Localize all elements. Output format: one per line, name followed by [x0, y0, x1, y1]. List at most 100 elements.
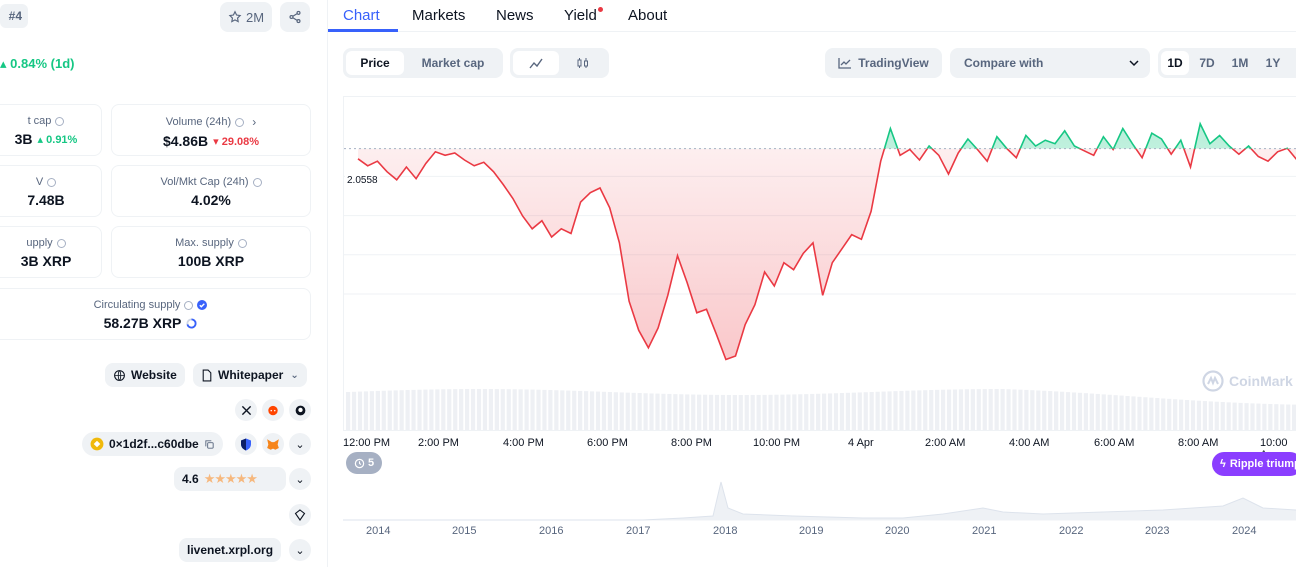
price-toggle[interactable]: Price: [346, 51, 404, 75]
volume-card[interactable]: Volume (24h) › $4.86B ▾ 29.08%: [111, 104, 311, 156]
history-icon: [354, 458, 365, 468]
tab-markets[interactable]: Markets: [412, 7, 466, 24]
tab-chart[interactable]: Chart: [343, 7, 380, 24]
whitepaper-dropdown[interactable]: Whitepaper ⌄: [193, 363, 307, 387]
x-twitter-icon[interactable]: [235, 399, 257, 421]
total-supply-card: upply 3B XRP: [0, 226, 102, 278]
range-7d[interactable]: 7D: [1199, 56, 1215, 70]
caret-up-icon: ▴: [37, 133, 44, 146]
tab-news[interactable]: News: [496, 7, 534, 24]
info-icon[interactable]: [184, 300, 194, 310]
rank-badge: #4: [0, 4, 28, 28]
candlestick-toggle[interactable]: [560, 51, 606, 75]
x-tick-label: 4:00 AM: [1009, 437, 1050, 449]
candlestick-icon: [577, 58, 588, 68]
fdv-card: V 7.48B: [0, 165, 102, 217]
year-label: 2024: [1232, 525, 1257, 537]
chevron-down-icon[interactable]: ⌄: [289, 468, 311, 490]
history-navigator[interactable]: [343, 478, 1296, 522]
progress-ring-icon: [186, 317, 197, 329]
website-link[interactable]: Website: [105, 363, 185, 387]
chevron-down-icon[interactable]: ⌄: [289, 433, 311, 455]
market-cap-card: t cap 3B ▴ 0.91%: [0, 104, 102, 156]
coinmarketcap-watermark: CoinMark: [1202, 370, 1293, 392]
caret-up-icon: ▴: [0, 56, 7, 71]
star-rating-icon: ★★★★★: [203, 471, 258, 486]
time-range-selector: 1D 7D 1M 1Y: [1158, 48, 1296, 78]
info-icon[interactable]: [235, 117, 245, 127]
below-reference-area: [358, 148, 1296, 360]
info-icon[interactable]: [55, 116, 65, 126]
year-label: 2014: [366, 525, 391, 537]
copy-icon[interactable]: [204, 439, 215, 450]
line-chart-icon: [529, 58, 543, 69]
tab-about[interactable]: About: [628, 7, 668, 24]
x-tick-label: 8:00 AM: [1178, 437, 1219, 449]
chevron-down-icon: ⌄: [290, 369, 299, 381]
document-icon: [202, 369, 212, 381]
price-chart-svg: [344, 121, 1296, 430]
x-tick-label: 2:00 AM: [925, 437, 966, 449]
x-tick-label: 6:00 PM: [587, 437, 628, 449]
price-chart[interactable]: [343, 96, 1296, 431]
chevron-right-icon: ›: [252, 115, 257, 129]
x-tick-label: 6:00 AM: [1094, 437, 1135, 449]
bnb-icon: [90, 437, 104, 451]
line-chart-toggle[interactable]: [513, 51, 559, 75]
caret-down-icon: ▾: [213, 135, 219, 148]
reddit-icon[interactable]: [262, 399, 284, 421]
tradingview-button[interactable]: TradingView: [825, 48, 942, 78]
x-tick-label: 2:00 PM: [418, 437, 459, 449]
price-marketcap-toggle: Price Market cap: [343, 48, 503, 78]
star-icon: [228, 10, 242, 23]
range-1y[interactable]: 1Y: [1265, 56, 1281, 70]
year-label: 2016: [539, 525, 564, 537]
info-icon[interactable]: [47, 177, 57, 187]
coin-stats-panel: #4 2M ▴ 0.84% (1d) t cap 3B ▴ 0.91% Volum…: [0, 0, 328, 567]
x-tick-label: 4 Apr: [848, 437, 874, 449]
tradingview-chart-icon: [838, 58, 852, 69]
x-tick-label: 8:00 PM: [671, 437, 712, 449]
rating-widget[interactable]: 4.6 ★★★★★: [174, 467, 286, 491]
compare-with-dropdown[interactable]: Compare with: [950, 48, 1150, 78]
max-supply-card: Max. supply 100B XRP: [111, 226, 311, 278]
year-label: 2022: [1059, 525, 1084, 537]
range-1m[interactable]: 1M: [1231, 56, 1249, 70]
metamask-fox-icon[interactable]: [262, 433, 284, 455]
info-icon[interactable]: [56, 238, 66, 248]
year-label: 2017: [626, 525, 651, 537]
reference-price-label: 2.0558: [345, 175, 380, 186]
market-cap-toggle[interactable]: Market cap: [421, 56, 485, 70]
chevron-down-icon: [1129, 60, 1139, 67]
contract-address[interactable]: 0×1d2f...c60dbe: [82, 432, 223, 456]
github-icon[interactable]: [289, 399, 311, 421]
notification-dot: [598, 7, 603, 12]
active-tab-indicator: [328, 29, 398, 32]
shield-icon[interactable]: [235, 433, 257, 455]
info-icon[interactable]: [252, 177, 262, 187]
info-icon[interactable]: [237, 238, 247, 248]
share-button[interactable]: [280, 2, 310, 32]
globe-icon: [114, 369, 125, 381]
year-label: 2020: [885, 525, 910, 537]
share-icon: [289, 10, 301, 24]
events-toggle[interactable]: 5: [346, 452, 382, 474]
explorer-link[interactable]: livenet.xrpl.org: [179, 538, 282, 562]
volume-bars: [346, 389, 1296, 430]
verified-icon: [197, 300, 208, 310]
news-event-badge[interactable]: ϟ Ripple triump: [1212, 452, 1296, 476]
main-tabs: Chart Markets News Yield About: [328, 0, 1296, 32]
coinmarketcap-logo-icon: [1202, 370, 1224, 392]
year-label: 2019: [799, 525, 824, 537]
vol-mkt-cap-card: Vol/Mkt Cap (24h) 4.02%: [111, 165, 311, 217]
watchlist-count: 2M: [245, 9, 265, 25]
watchlist-button[interactable]: 2M: [220, 2, 272, 32]
range-1d[interactable]: 1D: [1161, 51, 1189, 75]
year-label: 2018: [713, 525, 738, 537]
price-change-1d: ▴ 0.84% (1d): [0, 56, 75, 71]
x-tick-label: 4:00 PM: [503, 437, 544, 449]
explorer-icon[interactable]: [289, 504, 311, 526]
chevron-down-icon[interactable]: ⌄: [289, 539, 311, 561]
tab-yield[interactable]: Yield: [564, 7, 597, 24]
x-tick-label: 12:00 PM: [343, 437, 391, 449]
